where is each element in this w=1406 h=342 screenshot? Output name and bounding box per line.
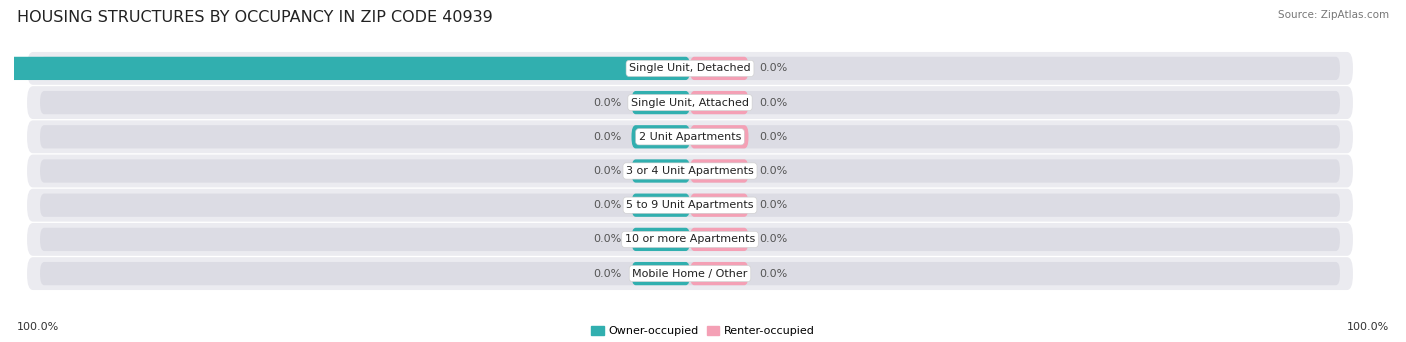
Text: 0.0%: 0.0%: [593, 132, 621, 142]
FancyBboxPatch shape: [27, 86, 1353, 119]
FancyBboxPatch shape: [690, 125, 748, 148]
FancyBboxPatch shape: [631, 228, 690, 251]
Text: 2 Unit Apartments: 2 Unit Apartments: [638, 132, 741, 142]
Text: 0.0%: 0.0%: [759, 268, 787, 279]
FancyBboxPatch shape: [690, 228, 748, 251]
FancyBboxPatch shape: [27, 120, 1353, 153]
Text: 0.0%: 0.0%: [759, 166, 787, 176]
FancyBboxPatch shape: [631, 262, 690, 285]
Text: 0.0%: 0.0%: [759, 234, 787, 245]
FancyBboxPatch shape: [39, 125, 1340, 148]
Text: 0.0%: 0.0%: [593, 268, 621, 279]
FancyBboxPatch shape: [631, 91, 690, 114]
FancyBboxPatch shape: [27, 52, 1353, 85]
FancyBboxPatch shape: [39, 228, 1340, 251]
FancyBboxPatch shape: [690, 159, 748, 183]
FancyBboxPatch shape: [39, 57, 1340, 80]
Text: 3 or 4 Unit Apartments: 3 or 4 Unit Apartments: [626, 166, 754, 176]
FancyBboxPatch shape: [39, 262, 1340, 285]
Text: 10 or more Apartments: 10 or more Apartments: [624, 234, 755, 245]
FancyBboxPatch shape: [0, 57, 690, 80]
FancyBboxPatch shape: [27, 257, 1353, 290]
FancyBboxPatch shape: [690, 91, 748, 114]
Text: 5 to 9 Unit Apartments: 5 to 9 Unit Apartments: [626, 200, 754, 210]
Text: 0.0%: 0.0%: [759, 132, 787, 142]
FancyBboxPatch shape: [27, 189, 1353, 222]
FancyBboxPatch shape: [39, 91, 1340, 114]
Text: 0.0%: 0.0%: [759, 63, 787, 74]
Text: 100.0%: 100.0%: [1347, 322, 1389, 332]
FancyBboxPatch shape: [27, 155, 1353, 187]
Text: 0.0%: 0.0%: [593, 166, 621, 176]
Text: 0.0%: 0.0%: [593, 234, 621, 245]
FancyBboxPatch shape: [631, 125, 690, 148]
FancyBboxPatch shape: [690, 262, 748, 285]
Text: HOUSING STRUCTURES BY OCCUPANCY IN ZIP CODE 40939: HOUSING STRUCTURES BY OCCUPANCY IN ZIP C…: [17, 10, 492, 25]
FancyBboxPatch shape: [631, 194, 690, 217]
Text: Single Unit, Attached: Single Unit, Attached: [631, 97, 749, 108]
FancyBboxPatch shape: [39, 194, 1340, 217]
FancyBboxPatch shape: [39, 159, 1340, 183]
Legend: Owner-occupied, Renter-occupied: Owner-occupied, Renter-occupied: [592, 326, 814, 337]
FancyBboxPatch shape: [27, 223, 1353, 256]
Text: 0.0%: 0.0%: [593, 97, 621, 108]
Text: 0.0%: 0.0%: [759, 97, 787, 108]
FancyBboxPatch shape: [690, 57, 748, 80]
Text: 100.0%: 100.0%: [17, 322, 59, 332]
Text: Mobile Home / Other: Mobile Home / Other: [633, 268, 748, 279]
Text: Source: ZipAtlas.com: Source: ZipAtlas.com: [1278, 10, 1389, 20]
Text: 0.0%: 0.0%: [759, 200, 787, 210]
FancyBboxPatch shape: [690, 194, 748, 217]
FancyBboxPatch shape: [631, 159, 690, 183]
Text: Single Unit, Detached: Single Unit, Detached: [630, 63, 751, 74]
Text: 0.0%: 0.0%: [593, 200, 621, 210]
